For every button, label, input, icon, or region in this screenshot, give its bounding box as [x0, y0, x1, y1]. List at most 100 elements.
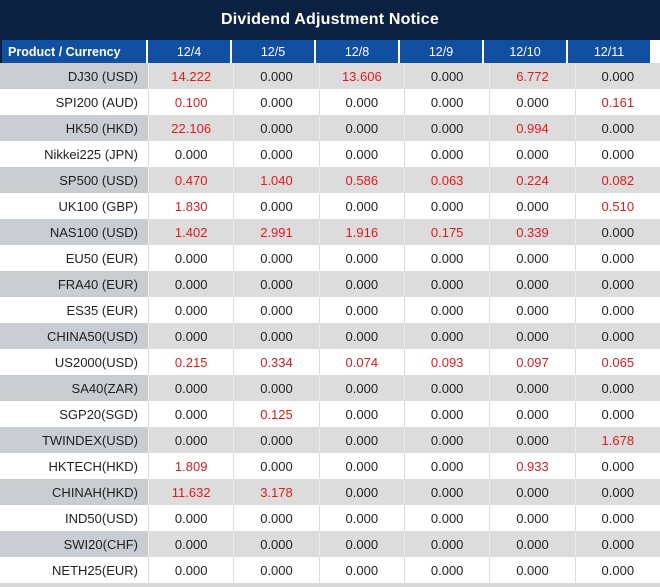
value-cell: 0.000 — [318, 141, 404, 167]
value-cell: 0.000 — [574, 271, 660, 297]
value-cell: 0.000 — [318, 531, 404, 557]
product-cell: NAS100 (USD) — [0, 219, 148, 245]
table-row: ES35 (EUR) 0.000 0.000 0.000 0.000 0.000 0.000 — [0, 297, 660, 323]
value-cell: 0.000 — [574, 245, 660, 271]
value-cell: 0.000 — [403, 245, 489, 271]
value-cell: 0.000 — [403, 141, 489, 167]
value-cell: 0.586 — [318, 167, 404, 193]
title-bar: Dividend Adjustment Notice — [0, 0, 660, 40]
table-row: SPI200 (AUD) 0.100 0.000 0.000 0.000 0.000 0.1… — [0, 89, 660, 115]
value-cell: 0.000 — [318, 401, 404, 427]
value-cell: 13.606 — [318, 63, 404, 89]
value-cell: 11.632 — [148, 479, 233, 505]
value-cell: 0.000 — [318, 271, 404, 297]
value-cell: 0.000 — [403, 531, 489, 557]
value-cell: 0.000 — [574, 141, 660, 167]
product-cell: ES35 (EUR) — [66, 302, 138, 318]
value-cell: 0.510 — [574, 193, 660, 219]
value-cell: 0.000 — [403, 505, 489, 531]
value-cell: 0.000 — [233, 427, 318, 453]
table-row: Nikkei225 (JPN) 0.000 0.000 0.000 0.000 0.000… — [0, 141, 660, 167]
value-cell: 0.000 — [318, 479, 404, 505]
value-cell: 1.402 — [148, 219, 233, 245]
value-cell: 0.339 — [489, 219, 574, 245]
value-cell: 0.000 — [489, 271, 574, 297]
value-cell: 0.000 — [574, 479, 660, 505]
table-row: EU50 (EUR) 0.000 0.000 0.000 0.000 0.000 0.000 — [0, 245, 660, 271]
value-cell: 0.000 — [148, 505, 233, 531]
value-cell: 0.000 — [148, 531, 233, 557]
product-cell: SWI20(CHF) — [0, 531, 148, 557]
value-cell: 0.000 — [403, 89, 489, 115]
value-cell: 1.830 — [148, 193, 233, 219]
value-cell: 0.000 — [233, 245, 318, 271]
value-cell: 0.000 — [148, 141, 233, 167]
value-cell: 0.000 — [403, 401, 489, 427]
table-row: CHINA50(USD) 0.000 0.000 0.000 0.000 0.000 0.0… — [0, 323, 660, 349]
value-cell: 0.000 — [489, 427, 574, 453]
header-row: Product / Currency 12/4 12/5 12/8 12/9 12/10 1… — [0, 40, 660, 63]
value-cell: 0.000 — [233, 271, 318, 297]
value-cell: 0.000 — [233, 453, 318, 479]
value-cell: 0.000 — [489, 505, 574, 531]
value-cell: 0.000 — [403, 479, 489, 505]
value-cell: 0.000 — [403, 271, 489, 297]
product-column-header: Product / Currency — [2, 40, 148, 63]
product-cell: EU50 (EUR) — [65, 250, 138, 266]
value-cell: 0.000 — [318, 89, 404, 115]
date-column-header: 12/11 — [568, 40, 650, 63]
value-cell: 0.470 — [148, 167, 233, 193]
value-cell: 0.000 — [318, 427, 404, 453]
value-cell: 0.215 — [148, 349, 233, 375]
table-row: UK100 (GBP) 1.830 0.000 0.000 0.000 0.000 0.51… — [0, 193, 660, 219]
product-cell: HK50 (HKD) — [0, 115, 148, 141]
product-cell: DJ30 (USD) — [0, 63, 148, 89]
value-cell: 14.222 — [148, 63, 233, 89]
value-cell: 0.100 — [148, 89, 233, 115]
value-cell: 0.161 — [574, 89, 660, 115]
value-cell: 0.074 — [318, 349, 404, 375]
date-column-header: 12/9 — [400, 40, 484, 63]
value-cell: 0.093 — [403, 349, 489, 375]
product-cell: UK100 (GBP) — [58, 198, 138, 214]
table-row: CHINAH(HKD) 11.632 3.178 0.000 0.000 0.000 0.0… — [0, 479, 660, 505]
date-column-header: 12/8 — [316, 40, 400, 63]
value-cell: 0.097 — [489, 349, 574, 375]
bottom-strip — [0, 583, 660, 587]
value-cell: 0.000 — [233, 89, 318, 115]
value-cell: 0.000 — [233, 193, 318, 219]
table-row: TWINDEX(USD) 0.000 0.000 0.000 0.000 0.000 1.6… — [0, 427, 660, 453]
value-cell: 0.000 — [233, 557, 318, 583]
table-row: FRA40 (EUR) 0.000 0.000 0.000 0.000 0.000 0.00… — [0, 271, 660, 297]
value-cell: 0.000 — [403, 323, 489, 349]
value-cell: 0.000 — [233, 505, 318, 531]
table-row: IND50(USD) 0.000 0.000 0.000 0.000 0.000 0.000 — [0, 505, 660, 531]
table-row: SP500 (USD) 0.470 1.040 0.586 0.063 0.224 0.08… — [0, 167, 660, 193]
product-cell: SP500 (USD) — [0, 167, 148, 193]
value-cell: 0.224 — [489, 167, 574, 193]
value-cell: 0.082 — [574, 167, 660, 193]
value-cell: 0.000 — [233, 141, 318, 167]
value-cell: 0.000 — [403, 375, 489, 401]
product-cell: Nikkei225 (JPN) — [44, 146, 138, 162]
value-cell: 0.000 — [403, 453, 489, 479]
value-cell: 0.000 — [318, 115, 404, 141]
value-cell: 0.000 — [148, 245, 233, 271]
value-cell: 2.991 — [233, 219, 318, 245]
product-cell: NETH25(EUR) — [52, 562, 138, 578]
value-cell: 1.678 — [574, 427, 660, 453]
value-cell: 0.175 — [403, 219, 489, 245]
product-cell: FRA40 (EUR) — [0, 271, 148, 297]
value-cell: 0.000 — [318, 557, 404, 583]
table-row: NAS100 (USD) 1.402 2.991 1.916 0.175 0.339 0.0… — [0, 219, 660, 245]
value-cell: 0.000 — [574, 219, 660, 245]
value-cell: 0.000 — [233, 531, 318, 557]
value-cell: 0.000 — [318, 193, 404, 219]
value-cell: 0.000 — [403, 297, 489, 323]
value-cell: 0.000 — [148, 427, 233, 453]
value-cell: 0.000 — [574, 375, 660, 401]
product-cell: SPI200 (AUD) — [55, 94, 138, 110]
header-spacer — [650, 40, 660, 63]
date-column-header: 12/10 — [484, 40, 568, 63]
value-cell: 0.000 — [233, 297, 318, 323]
